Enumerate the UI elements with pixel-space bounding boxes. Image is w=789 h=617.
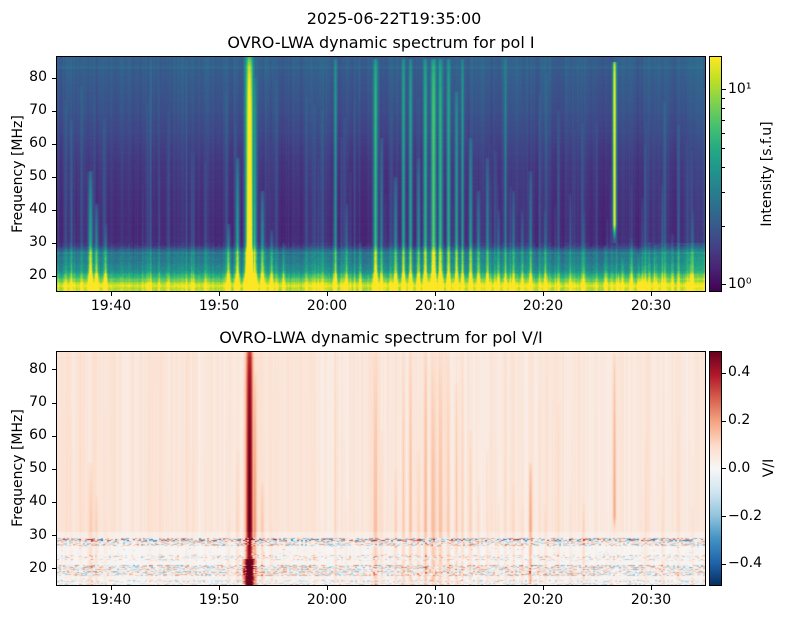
colorbar-tick-label: 10⁰ bbox=[728, 275, 752, 292]
y-tick-mark bbox=[52, 369, 56, 371]
pol-i-title: OVRO-LWA dynamic spectrum for pol I bbox=[227, 33, 535, 52]
x-tick-mark bbox=[326, 292, 328, 296]
pol-vi-colorbar-label: V/I bbox=[761, 458, 777, 478]
y-tick-label: 70 bbox=[29, 102, 47, 119]
figure-suptitle: 2025-06-22T19:35:00 bbox=[306, 9, 482, 28]
y-tick-label: 80 bbox=[29, 69, 47, 86]
x-tick-mark bbox=[218, 292, 220, 296]
x-tick-label: 19:40 bbox=[90, 592, 132, 608]
x-tick-mark bbox=[434, 292, 436, 296]
y-tick-mark bbox=[52, 275, 56, 277]
colorbar-tick-mark bbox=[722, 372, 726, 374]
y-tick-label: 40 bbox=[29, 493, 47, 510]
x-tick-mark bbox=[542, 292, 544, 296]
x-tick-label: 19:50 bbox=[198, 592, 240, 608]
y-tick-label: 30 bbox=[29, 526, 47, 543]
x-tick-mark bbox=[110, 292, 112, 296]
colorbar-tick-label: −0.2 bbox=[728, 507, 762, 524]
y-tick-mark bbox=[52, 435, 56, 437]
y-tick-label: 70 bbox=[29, 394, 47, 411]
pol-i-spectrogram bbox=[56, 56, 706, 292]
colorbar-tick-label: 0.4 bbox=[728, 364, 751, 381]
x-tick-label: 20:30 bbox=[630, 298, 672, 314]
y-tick-label: 80 bbox=[29, 360, 47, 377]
pol-vi-spectrogram bbox=[56, 351, 706, 586]
x-tick-mark bbox=[650, 292, 652, 296]
pol-vi-title: OVRO-LWA dynamic spectrum for pol V/I bbox=[219, 328, 543, 347]
x-tick-label: 20:10 bbox=[414, 298, 456, 314]
colorbar-minor-tick-mark bbox=[722, 148, 725, 150]
x-tick-label: 19:40 bbox=[90, 298, 132, 314]
y-tick-mark bbox=[52, 242, 56, 244]
y-tick-mark bbox=[52, 176, 56, 178]
colorbar-minor-tick-mark bbox=[722, 119, 725, 121]
y-tick-mark bbox=[52, 77, 56, 79]
x-tick-label: 20:00 bbox=[306, 298, 348, 314]
y-tick-mark bbox=[52, 468, 56, 470]
pol-i-colorbar-label: Intensity [s.f.u] bbox=[759, 121, 775, 227]
y-tick-label: 40 bbox=[29, 201, 47, 218]
x-tick-label: 20:30 bbox=[630, 592, 672, 608]
x-tick-mark bbox=[650, 586, 652, 590]
x-tick-label: 20:10 bbox=[414, 592, 456, 608]
colorbar-tick-mark bbox=[722, 468, 726, 470]
colorbar-minor-tick-mark bbox=[722, 225, 725, 227]
colorbar-minor-tick-mark bbox=[722, 98, 725, 100]
y-tick-mark bbox=[52, 535, 56, 537]
colorbar-tick-mark bbox=[722, 516, 726, 518]
x-tick-mark bbox=[326, 586, 328, 590]
y-tick-mark bbox=[52, 110, 56, 112]
colorbar-minor-tick-mark bbox=[722, 167, 725, 169]
colorbar-tick-label: −0.4 bbox=[728, 555, 762, 572]
y-tick-mark bbox=[52, 568, 56, 570]
y-tick-mark bbox=[52, 209, 56, 211]
x-tick-mark bbox=[218, 586, 220, 590]
y-tick-label: 20 bbox=[29, 267, 47, 284]
colorbar bbox=[709, 351, 722, 586]
colorbar-tick-mark bbox=[722, 420, 726, 422]
colorbar-tick-mark bbox=[722, 89, 726, 91]
colorbar-minor-tick-mark bbox=[722, 108, 725, 110]
y-tick-label: 60 bbox=[29, 427, 47, 444]
colorbar bbox=[709, 56, 722, 292]
colorbar-tick-label: 0.2 bbox=[728, 412, 751, 429]
y-tick-mark bbox=[52, 143, 56, 145]
y-tick-label: 20 bbox=[29, 559, 47, 576]
y-tick-mark bbox=[52, 501, 56, 503]
x-tick-label: 19:50 bbox=[198, 298, 240, 314]
colorbar-tick-label: 0.0 bbox=[728, 459, 751, 476]
y-tick-label: 30 bbox=[29, 234, 47, 251]
colorbar-tick-mark bbox=[722, 563, 726, 565]
x-tick-mark bbox=[110, 586, 112, 590]
x-tick-mark bbox=[434, 586, 436, 590]
y-tick-label: 50 bbox=[29, 168, 47, 185]
x-tick-label: 20:20 bbox=[522, 592, 564, 608]
colorbar-tick-label: 10¹ bbox=[728, 80, 752, 97]
colorbar-tick-mark bbox=[722, 284, 726, 286]
x-tick-label: 20:00 bbox=[306, 592, 348, 608]
y-tick-label: 60 bbox=[29, 135, 47, 152]
y-tick-mark bbox=[52, 402, 56, 404]
colorbar-minor-tick-mark bbox=[722, 191, 725, 193]
colorbar-minor-tick-mark bbox=[722, 132, 725, 134]
x-tick-label: 20:20 bbox=[522, 298, 564, 314]
x-tick-mark bbox=[542, 586, 544, 590]
y-tick-label: 50 bbox=[29, 460, 47, 477]
